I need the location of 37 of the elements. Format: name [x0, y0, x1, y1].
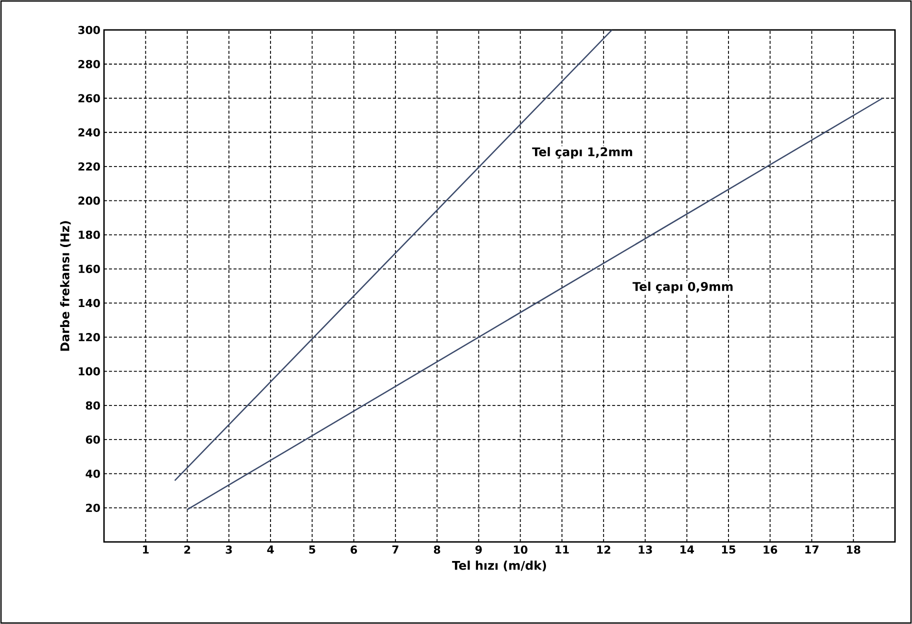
annotation: Tel çapı 1,2mm	[532, 147, 632, 159]
y-axis-title: Darbe frekansı (Hz)	[60, 221, 71, 351]
y-tick-label: 180	[78, 230, 100, 239]
y-tick-label: 80	[86, 401, 100, 410]
y-tick-label: 140	[78, 298, 100, 308]
x-axis-title: Tel hızı (m/dk)	[452, 560, 546, 572]
x-tick-label: 3	[226, 546, 232, 554]
x-tick-label: 1	[143, 546, 149, 554]
x-tick-label: 17	[805, 546, 818, 554]
annotation: Tel çapı 0,9mm	[632, 282, 733, 294]
y-tick-label: 260	[78, 94, 100, 102]
y-tick-label: 280	[78, 60, 100, 68]
x-tick-label: 15	[722, 546, 736, 554]
y-tick-label: 300	[78, 26, 100, 34]
y-tick-label: 240	[78, 128, 100, 137]
x-tick-label: 2	[184, 546, 190, 554]
x-tick-label: 11	[556, 546, 569, 554]
x-tick-label: 18	[846, 546, 860, 554]
y-tick-label: 100	[78, 367, 100, 376]
y-tick-label: 60	[86, 435, 100, 444]
x-tick-label: 6	[350, 546, 358, 554]
y-tick-label: 40	[86, 470, 100, 478]
x-tick-label: 16	[764, 546, 778, 554]
x-tick-label: 14	[680, 546, 694, 554]
y-tick-label: 220	[78, 162, 100, 171]
x-tick-label: 12	[597, 546, 610, 554]
x-tick-label: 8	[434, 546, 440, 554]
y-tick-label: 120	[78, 333, 100, 342]
x-tick-label: 13	[638, 546, 652, 554]
x-tick-label: 4	[267, 546, 274, 554]
x-tick-label: 10	[514, 546, 528, 554]
x-tick-label: 5	[309, 546, 316, 554]
x-tick-label: 9	[475, 546, 482, 554]
y-tick-label: 200	[78, 196, 100, 205]
y-tick-label: 160	[78, 264, 100, 274]
x-tick-label: 7	[392, 546, 398, 554]
y-tick-label: 20	[86, 504, 100, 512]
